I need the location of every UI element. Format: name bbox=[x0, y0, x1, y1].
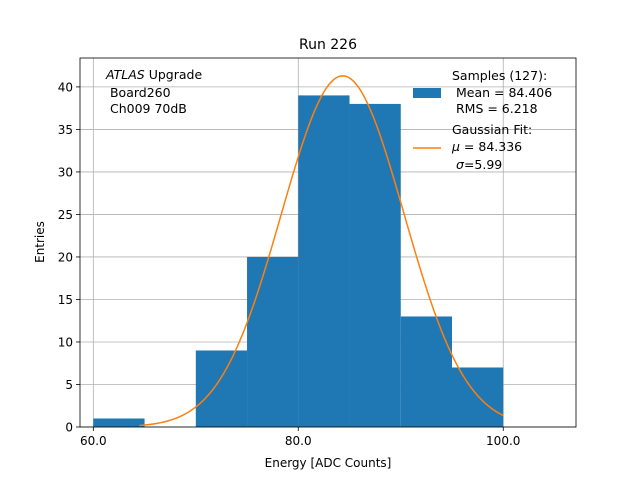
y-tick-label-2: 10 bbox=[58, 335, 73, 349]
histogram-bar-2 bbox=[195, 350, 248, 427]
y-axis-label: Entries bbox=[33, 221, 47, 263]
x-tick-label-2: 100.0 bbox=[486, 434, 520, 448]
legend-fit-sigma: σ=5.99 bbox=[456, 157, 502, 172]
y-tick-label-7: 35 bbox=[58, 123, 73, 137]
histogram-bar-3 bbox=[247, 256, 299, 427]
gaussian-fit bbox=[139, 75, 504, 427]
annotation-box: ATLAS Upgrade Board260 Ch009 70dB bbox=[105, 67, 202, 116]
gaussian-fit-curve bbox=[139, 75, 504, 427]
legend-samples-mean: Mean = 84.406 bbox=[452, 85, 552, 100]
histogram-bar-7 bbox=[452, 367, 504, 427]
x-tick-label-0: 60.0 bbox=[80, 434, 107, 448]
x-axis-label: Energy [ADC Counts] bbox=[265, 456, 392, 470]
legend-samples-rms: RMS = 6.218 bbox=[452, 101, 538, 116]
legend-samples-title: Samples (127): bbox=[452, 68, 547, 83]
x-axis-ticks: 60.0 80.0 100.0 bbox=[80, 427, 520, 448]
y-tick-label-6: 30 bbox=[58, 165, 73, 179]
annotation-board: Board260 bbox=[106, 85, 171, 100]
annotation-line-1: ATLAS Upgrade bbox=[105, 67, 202, 82]
mu-value: = 84.336 bbox=[460, 139, 522, 154]
annotation-channel: Ch009 70dB bbox=[106, 101, 187, 116]
y-tick-label-1: 5 bbox=[65, 378, 73, 392]
atlas-label: ATLAS bbox=[105, 67, 145, 82]
histogram-bars bbox=[93, 95, 504, 427]
legend-fit-title: Gaussian Fit: bbox=[452, 122, 532, 137]
annotation-upgrade: Upgrade bbox=[145, 67, 203, 82]
y-tick-label-8: 40 bbox=[58, 80, 73, 94]
y-tick-label-4: 20 bbox=[58, 250, 73, 264]
y-tick-label-0: 0 bbox=[65, 421, 73, 435]
histogram-bar-0 bbox=[93, 418, 145, 427]
x-tick-label-1: 80.0 bbox=[285, 434, 312, 448]
y-tick-label-3: 15 bbox=[58, 293, 73, 307]
sigma-value: =5.99 bbox=[464, 157, 502, 172]
plot-frame bbox=[79, 57, 577, 428]
histogram-bar-5 bbox=[349, 103, 401, 427]
histogram-bar-6 bbox=[400, 316, 452, 427]
mu-symbol: μ bbox=[451, 139, 460, 154]
legend-samples-swatch bbox=[413, 88, 441, 98]
legend: Samples (127): Mean = 84.406 RMS = 6.218… bbox=[413, 68, 552, 172]
y-axis-ticks: 0 5 10 15 20 25 30 35 40 bbox=[58, 80, 80, 435]
chart-title: Run 226 bbox=[299, 37, 357, 53]
sigma-symbol: σ bbox=[456, 157, 465, 172]
legend-fit-mu: μ = 84.336 bbox=[451, 139, 522, 154]
y-tick-label-5: 25 bbox=[58, 208, 73, 222]
histogram-bar-4 bbox=[298, 95, 350, 427]
